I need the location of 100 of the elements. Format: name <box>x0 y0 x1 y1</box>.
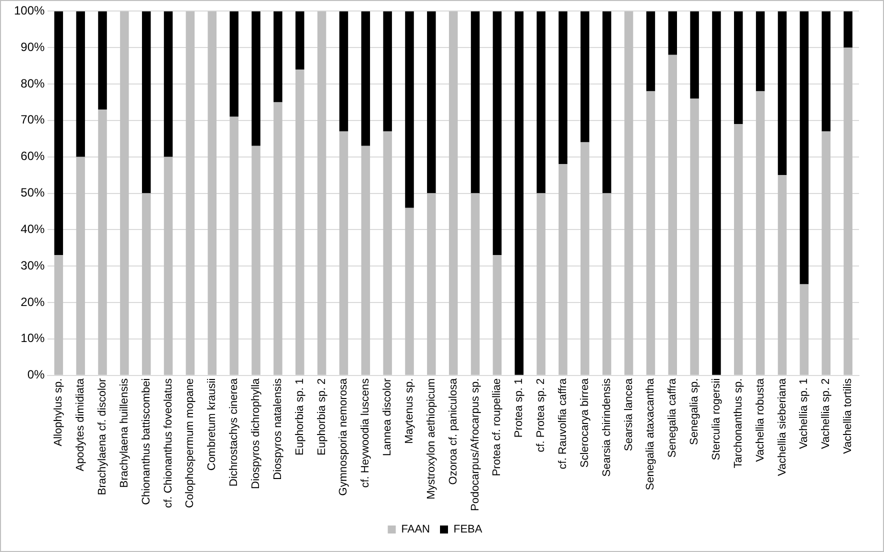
bar <box>98 11 107 110</box>
bar <box>76 11 85 157</box>
bar <box>186 11 195 375</box>
x-tick-label: cf. Protea sp. 2 <box>535 378 548 452</box>
y-tick-label: 100% <box>14 4 46 18</box>
bar <box>405 208 414 375</box>
y-tick-label: 90% <box>20 40 46 54</box>
bar <box>339 11 348 132</box>
bar <box>558 11 568 164</box>
bar <box>361 146 370 375</box>
bar <box>76 156 85 375</box>
bar <box>274 102 282 375</box>
bar <box>580 142 590 375</box>
x-tick-label: Gymnosporia nemorosa <box>338 377 350 496</box>
bar <box>602 11 612 194</box>
bar <box>734 124 743 375</box>
bar <box>734 11 743 124</box>
bar <box>690 98 699 375</box>
bar <box>712 11 721 375</box>
bar <box>230 116 238 375</box>
bar <box>800 11 809 284</box>
x-tick-label: Protea cf. roupelliae <box>491 378 504 476</box>
y-tick-label: 0% <box>27 368 46 382</box>
x-tick-label: Maytenus sp. <box>404 378 416 444</box>
x-tick-label: Ozoroa cf. paniculosa <box>447 377 460 485</box>
bar <box>756 91 765 375</box>
bar <box>208 11 217 375</box>
bar <box>822 11 830 132</box>
x-tick-label: Vachellia robusta <box>754 377 766 462</box>
x-tick-label: Vachellia sp. 1 <box>798 378 810 450</box>
x-tick-label: Lannea discolor <box>382 378 394 456</box>
bar <box>274 11 282 102</box>
x-tick-label: Senegalia ataxacantha <box>644 377 657 490</box>
bar <box>295 69 304 375</box>
bar <box>448 11 458 375</box>
legend-label: FEBA <box>454 524 483 536</box>
x-tick-label: Sterculia rogersii <box>710 378 723 460</box>
bar <box>317 11 326 375</box>
x-tick-label: Vachellia sp. 2 <box>820 378 832 450</box>
bar <box>164 11 173 157</box>
y-tick-label: 30% <box>20 258 46 272</box>
x-tick-label: cf. Rauvolfia caffra <box>557 377 570 470</box>
bar <box>427 193 436 375</box>
bar <box>690 11 699 99</box>
x-tick-label: Diospyros dichrophylla <box>250 377 262 489</box>
x-tick-label: Mystroxylon aethiopicum <box>425 378 438 500</box>
x-tick-label: Combretum krausii <box>206 378 218 471</box>
bar <box>54 255 64 375</box>
bar <box>54 11 64 256</box>
x-tick-label: Protea sp. 1 <box>513 378 526 438</box>
bar <box>756 11 765 92</box>
x-tick-label: Podocarpus/Afrocarpus sp. <box>469 378 482 512</box>
bar <box>361 11 370 146</box>
x-tick-label: Senegalia caffra <box>666 377 679 458</box>
bar <box>164 156 173 375</box>
bar <box>405 11 414 208</box>
x-tick-label: Vachellia tortilis <box>842 378 854 454</box>
bar <box>383 131 392 375</box>
bar <box>470 11 480 194</box>
bar <box>98 110 107 375</box>
bar <box>800 284 809 375</box>
y-tick-label: 40% <box>20 222 46 236</box>
bar <box>383 11 392 132</box>
bar <box>470 193 480 375</box>
bar <box>778 11 787 176</box>
x-tick-label: cf. Chionanthus foveolatus <box>162 378 174 508</box>
bar <box>339 131 348 375</box>
bar <box>536 11 546 194</box>
x-tick-label: Euphorbia sp. 2 <box>316 378 328 456</box>
y-tick-label: 60% <box>20 149 46 164</box>
legend-label: FAAN <box>401 524 430 536</box>
bar <box>822 131 830 375</box>
bar <box>142 193 151 375</box>
bar <box>624 11 634 375</box>
bar <box>536 193 546 375</box>
x-tick-label: Vachellia sieberiana <box>776 377 788 476</box>
bar <box>668 54 678 375</box>
bar <box>492 255 502 375</box>
y-tick-label: 20% <box>20 294 46 309</box>
bar <box>602 193 612 375</box>
x-tick-label: Colophospermum mopane <box>184 378 196 508</box>
x-tick-label: Brachylaena cf. discolor <box>96 378 109 496</box>
bar <box>580 11 590 142</box>
y-tick-label: 70% <box>20 112 46 127</box>
x-tick-label: Searsia chirindensis <box>600 378 613 477</box>
x-tick-label: Dichrostachys cinerea <box>228 377 240 487</box>
bar <box>558 164 568 375</box>
y-tick-label: 80% <box>20 76 46 90</box>
x-tick-label: Apodytes dimidiata <box>74 377 87 472</box>
bar <box>646 11 656 92</box>
x-tick-label: Diospyros natalensis <box>272 378 284 480</box>
bar <box>252 146 260 375</box>
x-tick-label: Senegalia sp. <box>688 378 701 445</box>
x-tick-label: Euphorbia sp. 1 <box>294 378 306 456</box>
bar <box>427 11 436 194</box>
bar <box>492 11 502 256</box>
bar <box>668 11 678 55</box>
bar <box>230 11 238 117</box>
y-tick-label: 50% <box>20 186 46 200</box>
bar <box>295 11 304 70</box>
